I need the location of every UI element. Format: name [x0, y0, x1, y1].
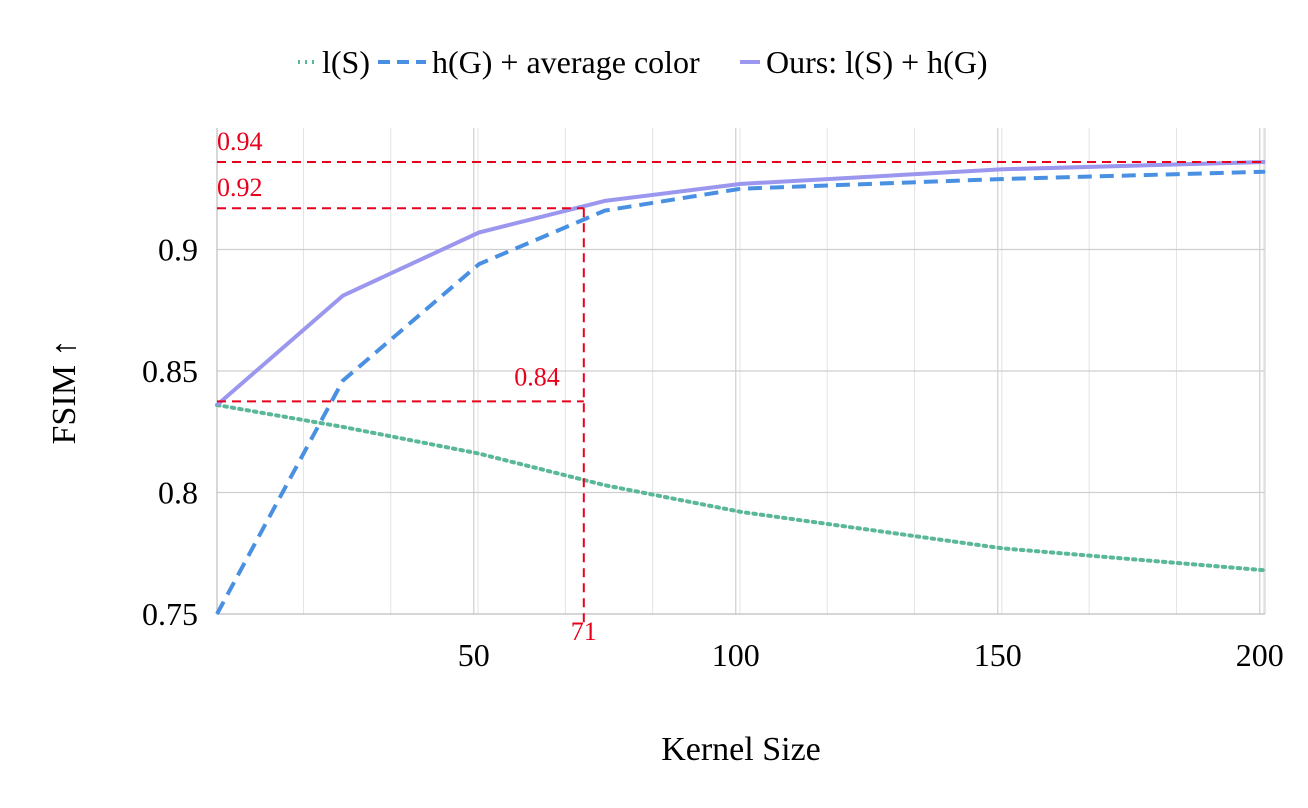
- series-lines: [215, 160, 1267, 615]
- data-point-2-3: [604, 200, 606, 202]
- series-line-0: [215, 403, 1267, 573]
- tick-labels: 50 100 150 200 0.75 0.8 0.85 0.9: [142, 232, 1284, 674]
- data-point-0-4: [740, 511, 742, 513]
- x-tick-label: 50: [458, 637, 490, 673]
- gridlines: [217, 128, 1265, 614]
- data-point-2-6: [1264, 161, 1266, 163]
- y-tick-label: 0.9: [158, 232, 198, 268]
- legend-item-h-g-average-color[interactable]: h(G) + average color: [378, 44, 700, 80]
- data-point-1-4: [740, 188, 742, 190]
- data-point-2-2: [478, 231, 480, 233]
- data-point-0-1: [342, 426, 344, 428]
- series-line-2: [215, 160, 1266, 407]
- data-point-1-2: [478, 263, 480, 265]
- series-line-1: [215, 169, 1266, 615]
- data-point-1-5: [1002, 178, 1004, 180]
- x-axis-title: Kernel Size: [661, 731, 821, 768]
- annotation-label-0.92: 0.92: [217, 173, 263, 202]
- data-point-0-2: [478, 453, 480, 455]
- data-point-0-5: [1002, 547, 1004, 549]
- data-point-0-3: [604, 484, 606, 486]
- data-point-2-5: [1002, 168, 1004, 170]
- data-point-2-4: [740, 183, 742, 185]
- x-tick-label: 100: [712, 637, 760, 673]
- y-tick-label: 0.8: [158, 475, 198, 511]
- legend: l(S) h(G) + average color Ours: l(S) + h…: [298, 44, 988, 80]
- annotations: 71 0.94 0.92 0.84: [217, 127, 1265, 646]
- y-axis-title: FSIM ↑: [46, 340, 83, 445]
- data-point-0-6: [1264, 569, 1266, 571]
- data-point-2-0: [216, 404, 218, 406]
- annotation-label-0.84: 0.84: [514, 362, 560, 391]
- legend-item-ours[interactable]: Ours: l(S) + h(G): [740, 44, 988, 80]
- y-tick-label: 0.85: [142, 353, 198, 389]
- legend-label-h-g: h(G) + average color: [432, 44, 700, 80]
- data-point-1-6: [1264, 171, 1266, 173]
- y-tick-label: 0.75: [142, 596, 198, 632]
- data-point-1-3: [604, 210, 606, 212]
- legend-label-ours: Ours: l(S) + h(G): [766, 44, 988, 80]
- legend-item-l-s[interactable]: l(S): [298, 44, 370, 80]
- legend-label-l-s: l(S): [322, 44, 370, 80]
- data-point-2-1: [342, 295, 344, 297]
- x-tick-label: 150: [974, 637, 1022, 673]
- x-tick-label: 200: [1236, 637, 1284, 673]
- data-point-1-0: [216, 613, 218, 615]
- data-point-1-1: [342, 380, 344, 382]
- annotation-label-0.94: 0.94: [217, 127, 263, 156]
- annotation-label-71: 71: [571, 617, 597, 646]
